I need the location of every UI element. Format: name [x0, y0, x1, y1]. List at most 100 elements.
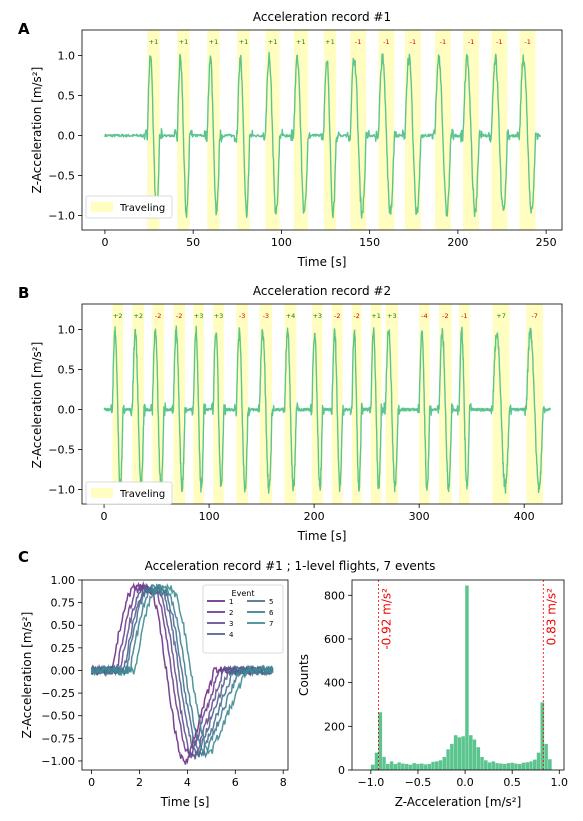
panel-c-hist-bars [370, 585, 552, 771]
panel-b-y-tick-label: 1.0 [58, 324, 76, 337]
panel-c-right-y-tick-label: 600 [324, 633, 345, 646]
legend-label-3: 3 [229, 620, 233, 628]
legend-label-6: 6 [269, 609, 274, 617]
panel-c-left-y-tick-label: −1.00 [41, 755, 75, 768]
panel-b-event-label: +3 [214, 312, 224, 320]
panel-a-y-tick-label: 1.0 [58, 50, 76, 63]
panel-b-event-label: +4 [286, 312, 296, 320]
panel-a-event-label: -1 [496, 38, 502, 46]
panel-a-x-tick-label: 200 [447, 236, 468, 249]
panel-a-signal-line [104, 51, 542, 219]
panel-a-event-label: -1 [355, 38, 361, 46]
panel-c-right-x-tick-label: 0.5 [503, 776, 521, 789]
panel-c-title: Acceleration record #1 ; 1-level flights… [145, 559, 436, 573]
panel-letter-b: B [18, 284, 29, 302]
panel-a-traveling-bands [147, 30, 536, 230]
panel-b-y-tick-label: 0.0 [58, 404, 76, 417]
panel-a-y-tick-label: −0.5 [48, 170, 75, 183]
panel-a-y-ticks: −1.0 −0.5 0.0 0.5 1.0 [48, 50, 82, 223]
panel-a-chart: Acceleration record #1 +1 +1 +1 +1 +1 +1 +1 -1 -… [30, 10, 563, 269]
panel-b-event-label: -2 [442, 312, 448, 320]
event-line-6 [91, 583, 274, 759]
panel-c-right-xlabel: Z-Acceleration [m/s²] [395, 795, 522, 809]
hist-bar [385, 763, 390, 771]
hist-bar [472, 739, 477, 771]
panel-c-left-y-tick-label: 1.00 [51, 574, 76, 587]
panel-b-event-label: +3 [387, 312, 397, 320]
hist-bar [521, 762, 526, 771]
panel-c-left-x-tick-label: 0 [88, 776, 95, 789]
panel-b-legend-swatch [91, 488, 113, 498]
panel-a-legend-swatch [91, 202, 113, 212]
panel-a-y-tick-label: 0.5 [58, 90, 76, 103]
panel-a-y-tick-label: −1.0 [48, 210, 75, 223]
panel-b-event-label: -3 [239, 312, 245, 320]
panel-c-overlay-chart: 0 2 4 6 8 −1.00 −0.75 −0.50 −0.25 0.00 0.25 0.50 0.… [20, 574, 289, 809]
panel-a-event-label: -1 [410, 38, 416, 46]
panel-c-left-x-ticks: 0 2 4 6 8 [88, 770, 287, 789]
panel-b-legend: Traveling [85, 481, 173, 505]
panel-c-left-y-tick-label: −0.50 [41, 710, 75, 723]
panel-b-x-tick-label: 200 [304, 510, 325, 523]
panel-b-y-tick-label: −1.0 [48, 484, 75, 497]
panel-b-x-tick-label: 300 [409, 510, 430, 523]
panel-c-left-x-tick-label: 8 [280, 776, 287, 789]
panel-b-event-label: +3 [194, 312, 204, 320]
panel-a-event-label: +1 [179, 38, 189, 46]
hist-bar [427, 763, 432, 771]
panel-a-event-label: -1 [524, 38, 530, 46]
hist-bar [389, 761, 394, 771]
panel-b-signal [103, 325, 552, 494]
hist-bar [536, 752, 541, 771]
panel-c-left-y-tick-label: 0.25 [51, 642, 76, 655]
panel-b-title: Acceleration record #2 [253, 284, 391, 298]
panel-b-x-tick-label: 100 [199, 510, 220, 523]
hist-bar [419, 763, 424, 771]
hist-bar [547, 758, 552, 771]
panel-b-frame [81, 303, 563, 505]
panel-a-event-label: +1 [149, 38, 159, 46]
hist-bar [404, 763, 409, 771]
panel-b-event-label: -3 [263, 312, 269, 320]
hist-bar [393, 763, 398, 771]
panel-c-left-y-tick-label: 0.50 [51, 619, 76, 632]
panel-a-event-label: +1 [268, 38, 278, 46]
panel-c-event-legend: Event 1 2 3 4 5 6 7 [202, 584, 284, 654]
panel-b-y-ticks: −1.0 −0.5 0.0 0.5 1.0 [48, 324, 82, 497]
hist-bar [453, 734, 458, 771]
panel-a-title: Acceleration record #1 [253, 10, 391, 24]
hist-bar [378, 712, 383, 771]
panel-b-event-label: -2 [353, 312, 359, 320]
hist-bar [438, 760, 443, 771]
panel-c-left-xlabel: Time [s] [160, 795, 210, 809]
legend-label-5: 5 [269, 598, 273, 606]
panel-c-left-ylabel: Z-Acceleration [m/s²] [20, 612, 34, 739]
legend-label-2: 2 [229, 609, 233, 617]
panel-c-right-x-tick-label: −1.0 [357, 776, 384, 789]
panel-c-right-frame [351, 579, 565, 771]
hist-bar [374, 752, 379, 771]
hist-bar [370, 764, 375, 771]
panel-c-right-x-tick-label: −0.5 [405, 776, 432, 789]
panel-a-ylabel: Z-Acceleration [m/s²] [30, 67, 44, 194]
panel-b-event-label: -2 [334, 312, 340, 320]
panel-c-left-y-tick-label: 0.00 [51, 664, 76, 677]
hist-bar [498, 763, 503, 771]
hist-bar [525, 762, 530, 771]
hist-bar [423, 764, 428, 771]
panel-a-event-label: +1 [296, 38, 306, 46]
panel-letter-c: C [18, 548, 29, 566]
hist-bar [397, 762, 402, 771]
panel-c-left-x-tick-label: 2 [136, 776, 143, 789]
panel-c-right-y-tick-label: 200 [324, 720, 345, 733]
hist-bar [408, 764, 413, 771]
threshold-label: -0.92 m/s² [379, 588, 393, 650]
panel-a-event-label: -1 [383, 38, 389, 46]
panel-c-histogram: -0.92 m/s² 0.83 m/s² −1.0 −0.5 0.0 0.5 1.0 0 2… [297, 579, 568, 809]
panel-b-signal-line [103, 325, 552, 494]
panel-letter-a: A [18, 20, 30, 38]
panel-c-right-y-ticks: 0 200 400 600 800 [324, 589, 352, 777]
hist-bar [544, 743, 549, 771]
panel-a-legend-box [85, 195, 173, 219]
